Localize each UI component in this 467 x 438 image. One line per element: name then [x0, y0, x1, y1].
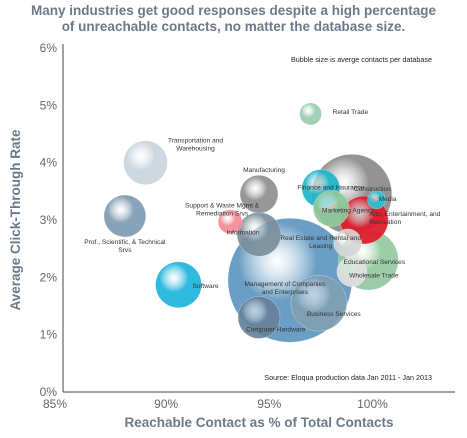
- x-tick-label: 95%: [257, 397, 281, 411]
- bubble-label-transportation-and-warehousing: Transportation and Warehousing: [168, 138, 223, 153]
- bubble-computer-hardware: [237, 296, 281, 339]
- y-axis-title: Average Click-Through Rate: [8, 129, 23, 311]
- y-tick-label: 3%: [40, 213, 58, 227]
- bubble-business-services: [290, 274, 348, 332]
- y-tick-label: 1%: [40, 328, 58, 342]
- bubble-media: [367, 190, 386, 210]
- bubble-label-prof-scientific-technical-srvs: Prof., Scientific, & Technical Srvs: [84, 239, 166, 254]
- bubble-support-waste-mgmt-remediation-srvs: [217, 209, 243, 234]
- bubble-label-manufacturing: Manufacturing: [243, 167, 285, 174]
- bubble-manufacturing: [239, 174, 279, 214]
- y-tick-label: 0%: [40, 385, 58, 399]
- bubble-label-educational-services: Educational Services: [344, 259, 406, 266]
- bubble-label-layer: Retail Trade Construction Transportation a…: [84, 109, 440, 334]
- bubble-retail-trade: [299, 102, 322, 126]
- x-axis-title: Reachable Contact as % of Total Contacts: [124, 415, 393, 430]
- y-tick-labels: 0% 1% 2% 3% 4% 5% 6%: [40, 41, 58, 399]
- bubble-transportation-and-warehousing: [123, 140, 168, 185]
- bubble-prof-scientific-technical-srvs: [103, 194, 147, 238]
- y-tick-label: 6%: [40, 41, 58, 55]
- bubble-label-computer-hardware: Computer Hardware: [246, 326, 306, 333]
- bubble-label-arts-entertainment-and-recreation: Arts, Entertainment, and Recreation: [369, 211, 440, 226]
- x-tick-label: 85%: [43, 397, 67, 411]
- bubble-label-software: Software: [193, 283, 219, 290]
- bubble-wholesale-trade: [336, 256, 368, 287]
- bubble-label-media: Media: [379, 196, 397, 203]
- x-tick-label: 100%: [357, 397, 388, 411]
- bubble-label-business-services: Business Services: [307, 311, 362, 318]
- bubble-label-retail-trade: Retail Trade: [333, 109, 369, 116]
- y-tick-label: 5%: [40, 98, 58, 112]
- bubble-label-wholesale-trade: Wholesale Trade: [349, 273, 399, 280]
- bubble-software: [155, 261, 202, 309]
- bubble-label-information: Information: [227, 229, 260, 236]
- x-tick-labels: 85% 90% 95% 100%: [43, 397, 388, 411]
- chart-title-line-2: of unreachable contacts, no matter the d…: [61, 19, 406, 34]
- bubble-label-real-estate-and-rental-and-leasing: Real Estate and Rental and Leasing: [280, 235, 361, 250]
- bubble-label-management-of-companies-and-enterprises: Management of Companies and Enterprises: [244, 281, 326, 296]
- bubble-label-marketing-agency: Marketing Agency: [322, 208, 375, 215]
- chart-title: Many industries get good responses despi…: [0, 3, 467, 35]
- chart-title-line-1: Many industries get good responses despi…: [30, 3, 437, 18]
- x-tick-label: 90%: [154, 397, 178, 411]
- y-tick-label: 2%: [40, 270, 58, 284]
- axes: [62, 44, 455, 393]
- size-note: Bubble size is averge contacts per datab…: [291, 55, 432, 64]
- bubble-label-construction: Construction: [354, 186, 391, 193]
- bubble-layer: [103, 102, 399, 343]
- y-tick-label: 4%: [40, 156, 58, 170]
- source-note: Source: Eloqua production data Jan 2011 …: [264, 373, 432, 382]
- bubble-marketing-agency: [312, 190, 350, 227]
- bubble-label-support-waste-mgmt-remediation-srvs: Support & Waste Mgmt & Remediation Srvs: [185, 203, 260, 218]
- bubble-label-finance-and-insurance: Finance and Insurance: [297, 184, 364, 191]
- bubble-real-estate-and-rental-and-leasing: [333, 228, 362, 258]
